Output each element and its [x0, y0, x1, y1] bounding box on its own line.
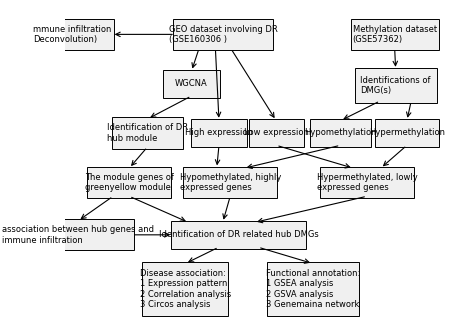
- Text: Methylation dataset
(GSE57362): Methylation dataset (GSE57362): [353, 25, 437, 44]
- FancyBboxPatch shape: [22, 219, 134, 250]
- FancyBboxPatch shape: [355, 68, 437, 103]
- Text: Hypermethylation: Hypermethylation: [369, 128, 445, 138]
- Text: Identification of DR related hub DMGs: Identification of DR related hub DMGs: [158, 230, 318, 239]
- Text: association between hub genes and
immune infiltration: association between hub genes and immune…: [2, 225, 154, 245]
- Text: Hypomethylation: Hypomethylation: [304, 128, 377, 138]
- FancyBboxPatch shape: [173, 19, 273, 50]
- FancyBboxPatch shape: [375, 119, 438, 147]
- Text: Disease association:
1 Expression pattern
2 Correlation analysis
3 Circos analys: Disease association: 1 Expression patter…: [140, 269, 231, 309]
- FancyBboxPatch shape: [351, 19, 438, 50]
- FancyBboxPatch shape: [183, 167, 277, 198]
- FancyBboxPatch shape: [112, 117, 183, 148]
- Text: mmune infiltration
Deconvolution): mmune infiltration Deconvolution): [33, 25, 111, 44]
- FancyBboxPatch shape: [267, 262, 359, 316]
- FancyBboxPatch shape: [248, 119, 304, 147]
- FancyBboxPatch shape: [310, 119, 371, 147]
- Text: Identification of DR
hub module: Identification of DR hub module: [107, 123, 188, 143]
- Text: Hypermethylated, lowly
expressed genes: Hypermethylated, lowly expressed genes: [317, 173, 418, 192]
- Text: The module genes of
greenyellow module: The module genes of greenyellow module: [85, 173, 173, 192]
- FancyBboxPatch shape: [191, 119, 246, 147]
- Text: Low expression: Low expression: [244, 128, 309, 138]
- FancyBboxPatch shape: [87, 167, 171, 198]
- Text: Hypomethylated, highly
expressed genes: Hypomethylated, highly expressed genes: [180, 173, 281, 192]
- Text: WGCNA: WGCNA: [175, 79, 208, 88]
- FancyBboxPatch shape: [163, 70, 220, 98]
- FancyBboxPatch shape: [320, 167, 414, 198]
- FancyBboxPatch shape: [30, 19, 114, 50]
- Text: High expression: High expression: [185, 128, 253, 138]
- Text: GEO dataset involving DR
(GSE160306 ): GEO dataset involving DR (GSE160306 ): [169, 25, 277, 44]
- Text: Functional annotation:
1 GSEA analysis
2 GSVA analysis
3 Genemaina network: Functional annotation: 1 GSEA analysis 2…: [266, 269, 360, 309]
- FancyBboxPatch shape: [142, 262, 228, 316]
- FancyBboxPatch shape: [171, 221, 306, 249]
- Text: Identifications of
DMG(s): Identifications of DMG(s): [360, 76, 431, 95]
